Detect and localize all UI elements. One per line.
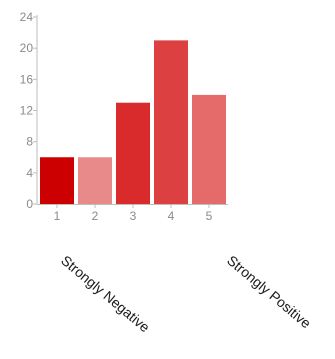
anchor-label-low: Strongly Negative	[58, 252, 153, 335]
y-axis: 0 4 8 12 16 20 24	[20, 10, 38, 211]
x-tick-label: 1	[54, 209, 61, 223]
x-axis: 1 2 3 4 5	[37, 204, 228, 223]
x-tick-label: 4	[168, 209, 175, 223]
bar-group	[40, 40, 226, 204]
y-tick-label: 16	[20, 72, 34, 86]
y-tick-label: 20	[20, 41, 34, 55]
y-tick-label: 0	[26, 197, 33, 211]
bar-4	[154, 40, 188, 204]
x-tick-label: 3	[130, 209, 137, 223]
scale-anchor-labels: Strongly Negative Strongly Positive	[58, 252, 314, 335]
y-tick-label: 12	[20, 104, 34, 118]
bar-2	[78, 157, 112, 204]
bar-3	[116, 102, 150, 204]
y-tick-label: 24	[20, 10, 34, 24]
x-tick-label: 5	[206, 209, 213, 223]
x-tick-label: 2	[92, 209, 99, 223]
bar-1	[40, 157, 74, 204]
bar-5	[192, 94, 226, 204]
y-tick-label: 8	[26, 135, 33, 149]
y-tick-label: 4	[26, 166, 33, 180]
anchor-label-high: Strongly Positive	[224, 252, 314, 331]
